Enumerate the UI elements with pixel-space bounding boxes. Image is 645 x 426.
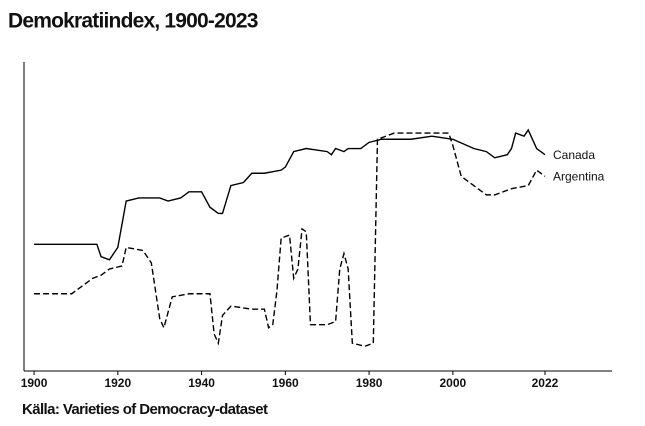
x-tick-label: 1960: [272, 376, 299, 390]
series-line: [34, 132, 546, 348]
x-tick-label: 1900: [21, 376, 48, 390]
x-tick-label: 1940: [188, 376, 215, 390]
x-tick-label: 2022: [532, 376, 559, 390]
x-tick-label: 1920: [104, 376, 131, 390]
source: Källa: Varieties of Democracy-dataset: [22, 401, 268, 418]
chart-title: Demokratiindex, 1900-2023: [8, 10, 258, 33]
x-tick-label: 2000: [440, 376, 467, 390]
series-label: Canada: [553, 148, 595, 162]
x-tick-label: 1980: [356, 376, 383, 390]
series-line: [34, 128, 546, 261]
series-label: Argentina: [553, 170, 605, 184]
